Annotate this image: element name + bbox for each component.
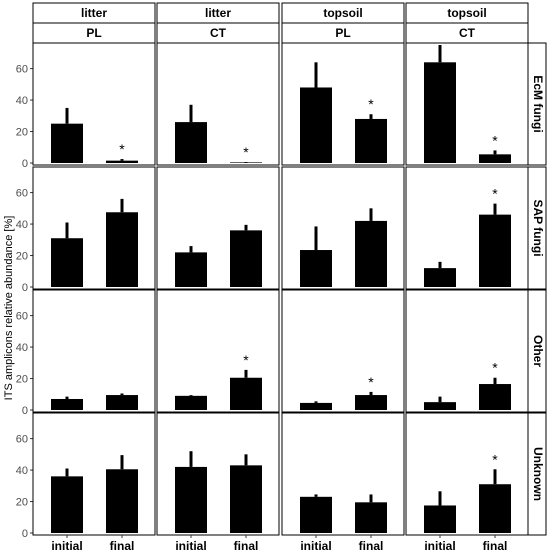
bar-initial	[51, 123, 83, 163]
y-tick-label: 20	[16, 374, 28, 386]
bar-initial	[51, 238, 83, 287]
bar-final	[230, 230, 262, 287]
y-tick-label: 40	[16, 219, 28, 231]
bar-final	[479, 154, 511, 163]
x-tick-label: final	[110, 539, 135, 553]
bar-final	[355, 220, 387, 287]
bar-final	[230, 377, 262, 410]
strip-top-label: litter	[205, 6, 231, 20]
y-tick-label: 20	[16, 127, 28, 139]
significance-marker: *	[368, 374, 374, 390]
bar-initial	[300, 87, 332, 163]
strip-right-label: Unknown	[531, 447, 545, 501]
bar-final	[106, 469, 138, 533]
bar-initial	[424, 505, 456, 533]
bar-final	[106, 212, 138, 287]
bar-final	[230, 162, 262, 163]
strip-top-label: topsoil	[447, 6, 486, 20]
y-tick-label: 40	[16, 465, 28, 477]
x-tick-label: final	[359, 539, 384, 553]
strip-bottom-label: CT	[459, 26, 476, 40]
bar-initial	[175, 395, 207, 410]
bar-final	[230, 465, 262, 533]
y-tick-label: 40	[16, 342, 28, 354]
bar-final	[479, 214, 511, 287]
bar-final	[106, 395, 138, 410]
bar-final	[479, 484, 511, 533]
y-tick-label: 0	[22, 528, 28, 540]
significance-marker: *	[119, 141, 125, 157]
bar-initial	[51, 398, 83, 410]
strip-right-label: SAP fungi	[531, 199, 545, 256]
bar-initial	[424, 268, 456, 287]
y-tick-label: 40	[16, 95, 28, 107]
bar-final	[355, 395, 387, 410]
bar-initial	[175, 252, 207, 287]
x-tick-label: initial	[424, 539, 455, 553]
panel-2-0	[32, 289, 156, 413]
y-tick-label: 0	[22, 282, 28, 294]
y-tick-label: 60	[16, 311, 28, 323]
panel-2-2	[281, 289, 405, 413]
strip-bottom-label: CT	[210, 26, 227, 40]
bar-final	[106, 160, 138, 163]
strip-top-label: topsoil	[323, 6, 362, 20]
bar-final	[355, 502, 387, 533]
bar-initial	[424, 402, 456, 410]
x-tick-label: final	[234, 539, 259, 553]
bar-initial	[175, 466, 207, 533]
y-axis-label: ITS amplicons relative abundance [%]	[3, 216, 15, 401]
significance-marker: *	[492, 451, 498, 467]
bar-initial	[51, 476, 83, 533]
bar-final	[355, 118, 387, 163]
significance-marker: *	[492, 132, 498, 148]
strip-right-label: Other	[531, 335, 545, 367]
y-tick-label: 60	[16, 434, 28, 446]
y-tick-label: 0	[22, 405, 28, 417]
y-tick-label: 20	[16, 251, 28, 263]
strip-right-label: EcM fungi	[531, 75, 545, 132]
significance-marker: *	[368, 96, 374, 112]
x-tick-label: initial	[175, 539, 206, 553]
x-tick-label: final	[483, 539, 508, 553]
strip-top-label: litter	[81, 6, 107, 20]
strip-bottom-label: PL	[86, 26, 101, 40]
bar-initial	[424, 62, 456, 163]
y-tick-label: 0	[22, 158, 28, 170]
bar-initial	[300, 250, 332, 287]
significance-marker: *	[243, 352, 249, 368]
significance-marker: *	[243, 144, 249, 160]
y-tick-label: 20	[16, 497, 28, 509]
strip-bottom-label: PL	[335, 26, 350, 40]
y-tick-label: 60	[16, 64, 28, 76]
y-tick-label: 60	[16, 188, 28, 200]
significance-marker: *	[492, 360, 498, 376]
x-tick-label: initial	[300, 539, 331, 553]
bar-initial	[300, 496, 332, 533]
bar-initial	[300, 402, 332, 410]
bar-initial	[175, 122, 207, 163]
significance-marker: *	[492, 186, 498, 202]
x-tick-label: initial	[51, 539, 82, 553]
bar-final	[479, 384, 511, 410]
